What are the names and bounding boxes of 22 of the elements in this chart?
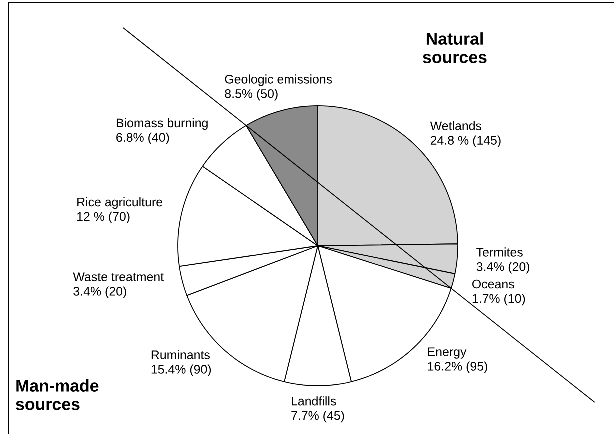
data-label: 3.4% (20) bbox=[74, 286, 126, 298]
slice-label: Geologic emissions bbox=[225, 74, 332, 86]
text: Man-made sources bbox=[16, 380, 99, 410]
slice-label: Oceans bbox=[472, 280, 514, 289]
data-label: 1.7% (10) bbox=[472, 294, 526, 306]
data-label: 6.8% (40) bbox=[116, 132, 170, 144]
slice-label: Landfills bbox=[292, 396, 336, 406]
data-label: 16.2% (95) bbox=[428, 362, 488, 374]
slice-label: Biomass burning bbox=[116, 118, 208, 130]
slice-label: Energy bbox=[428, 348, 467, 359]
data-label: 12 % (70) bbox=[78, 212, 130, 224]
slice-label: Waste treatment bbox=[73, 272, 164, 282]
data-label: 24.8 % (145) bbox=[430, 136, 501, 148]
slice-label: Ruminants bbox=[152, 350, 210, 360]
text: Natural sources bbox=[423, 32, 487, 64]
data-label: 7.7% (45) bbox=[292, 411, 344, 423]
slice-label: Wetlands bbox=[430, 121, 482, 131]
slice-label: Termites bbox=[476, 248, 523, 257]
data-label: 3.4% (20) bbox=[476, 262, 530, 274]
data-label: 15.4% (90) bbox=[152, 364, 212, 376]
data-label: 8.5% (50) bbox=[225, 89, 278, 101]
slice-label: Rice agriculture bbox=[78, 197, 162, 210]
